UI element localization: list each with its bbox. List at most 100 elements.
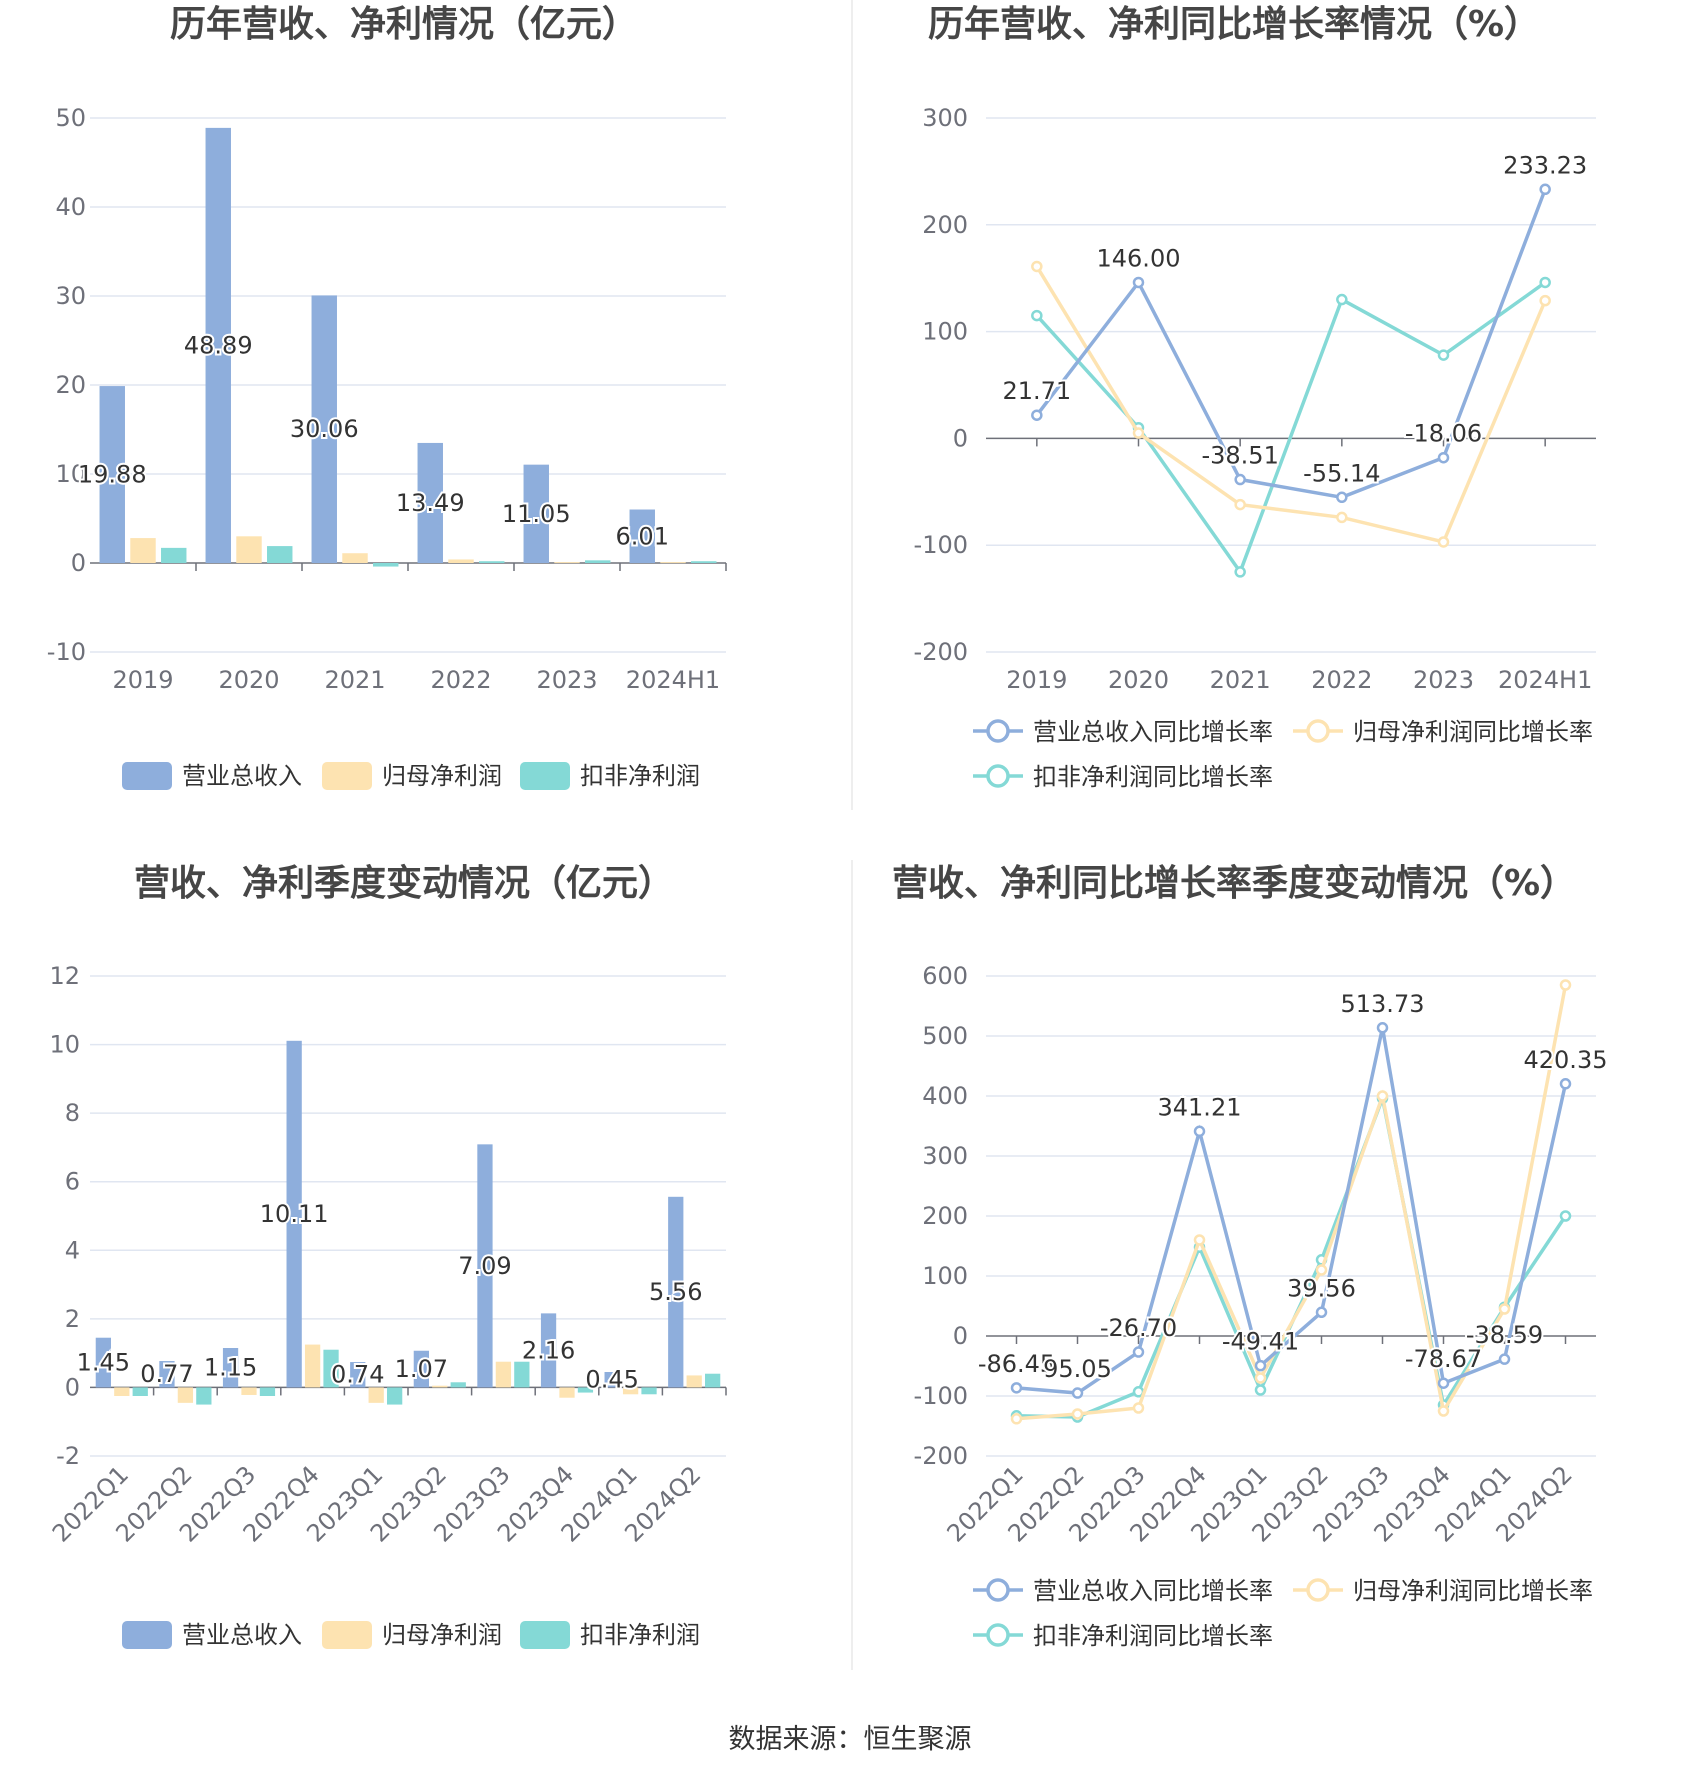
data-label: -38.59 (1466, 1321, 1543, 1349)
x-tick-label: 2019 (112, 666, 173, 694)
data-label: 7.09 (458, 1252, 511, 1280)
y-tick-label: 300 (922, 1142, 968, 1170)
data-point (1010, 1413, 1023, 1425)
bar-net-profit (130, 538, 156, 563)
legend-item: 扣非净利润 (520, 1621, 700, 1649)
legend-swatch (520, 762, 570, 790)
data-label: 0.77 (140, 1360, 193, 1388)
legend-label: 归母净利润 (382, 1621, 502, 1649)
bar-net-profit (686, 1375, 702, 1388)
bar-net-profit (495, 1361, 512, 1388)
data-label: 11.05 (502, 500, 571, 528)
bar-deducted-profit (450, 1382, 466, 1388)
x-tick-label: 2023 (536, 666, 597, 694)
legend-marker (1306, 1578, 1330, 1602)
legend-label: 扣非净利润 (580, 1621, 700, 1649)
bar-revenue (311, 295, 337, 563)
data-point (1437, 536, 1450, 548)
data-point (1539, 294, 1551, 307)
data-point (1132, 276, 1145, 289)
legend-item: 扣非净利润同比增长率 (973, 763, 1273, 791)
y-tick-label: 200 (922, 1202, 968, 1230)
bar-revenue (604, 1372, 620, 1388)
bar-deducted-profit (259, 1387, 276, 1396)
y-tick-label: 0 (953, 424, 968, 452)
x-tick-label: 2022 (1311, 666, 1372, 694)
legend-item: 营业总收入 (122, 1621, 302, 1649)
legend-label: 营业总收入 (182, 1621, 302, 1649)
data-point (1132, 1346, 1145, 1358)
legend-swatch (520, 1621, 570, 1649)
y-tick-label: 30 (55, 282, 86, 310)
data-point (1539, 276, 1551, 289)
x-tick-label: 2020 (1108, 666, 1169, 694)
data-label: 513.73 (1341, 990, 1425, 1018)
y-tick-label: -10 (47, 638, 86, 666)
chart-4: 营收、净利同比增长率季度变动情况（%） -200 -100 0 100 200 300 400… (892, 862, 1610, 1650)
bar-deducted-profit (161, 547, 187, 563)
data-label: 0.74 (331, 1361, 384, 1389)
chart-title: 历年营收、净利情况（亿元） (170, 4, 638, 45)
data-label: 48.89 (184, 331, 253, 359)
y-tick-label: -2 (56, 1442, 80, 1470)
legend-item: 扣非净利润 (520, 762, 700, 790)
legend-label: 营业总收入 (182, 762, 302, 790)
y-tick-label: -100 (914, 1382, 968, 1410)
bar-revenue (286, 1040, 302, 1388)
y-tick-label: 4 (65, 1236, 80, 1264)
legend-marker (986, 719, 1010, 743)
y-tick-label: 0 (65, 1373, 80, 1401)
data-point (1193, 1125, 1206, 1138)
legend-marker (986, 1578, 1010, 1602)
legend-label: 归母净利润 (382, 762, 502, 790)
series-line-net-profit (1016, 984, 1568, 1421)
data-point (1254, 1372, 1267, 1384)
data-label: -55.14 (1303, 459, 1380, 487)
series-line-net-profit (1035, 265, 1547, 545)
bar-net-profit (241, 1387, 257, 1395)
legend-item: 营业总收入同比增长率 (973, 1577, 1273, 1605)
bar-revenue (668, 1196, 684, 1388)
bar-net-profit (177, 1387, 194, 1403)
legend-swatch (122, 762, 172, 790)
data-label: -38.51 (1201, 442, 1278, 470)
data-point (1234, 566, 1246, 578)
x-tick-label: 2019 (1006, 666, 1067, 694)
legend-marker (986, 764, 1010, 788)
x-tick-label: 2021 (324, 666, 385, 694)
legend-label: 营业总收入同比增长率 (1033, 718, 1273, 746)
data-point (1376, 1090, 1389, 1102)
x-tick-label: 2022 (430, 666, 491, 694)
data-label: 21.71 (1002, 377, 1071, 405)
data-label: -26.70 (1100, 1314, 1177, 1342)
bar-deducted-profit (132, 1387, 148, 1396)
data-point (1254, 1359, 1267, 1372)
bar-net-profit (554, 562, 580, 564)
chart-title: 营收、净利同比增长率季度变动情况（%） (892, 862, 1576, 904)
data-label: 0.45 (585, 1366, 638, 1394)
data-label: 1.45 (77, 1349, 130, 1377)
legend-item: 营业总收入同比增长率 (973, 718, 1273, 746)
legend-item: 归母净利润同比增长率 (1293, 718, 1593, 746)
y-tick-label: 400 (922, 1082, 968, 1110)
y-tick-label: -200 (914, 638, 968, 666)
data-label: 1.15 (204, 1354, 257, 1382)
legend-item: 归母净利润 (322, 762, 502, 790)
data-point (1031, 260, 1043, 273)
y-tick-label: 500 (922, 1022, 968, 1050)
bar-revenue (413, 1350, 429, 1388)
y-tick-label: 200 (922, 211, 968, 239)
bar-deducted-profit (585, 560, 611, 563)
series-line-revenue (1035, 188, 1547, 500)
y-tick-label: 6 (65, 1168, 80, 1196)
bar-net-profit (432, 1385, 448, 1388)
data-label: 6.01 (616, 522, 669, 550)
legend-swatch (322, 762, 372, 790)
data-label: 1.07 (395, 1355, 448, 1383)
data-label: 39.56 (1287, 1274, 1356, 1302)
chart-2: 历年营收、净利同比增长率情况（%） -200 -100 0 100 200 300 2019 2… (914, 4, 1596, 791)
bar-deducted-profit (373, 563, 399, 567)
data-point (1254, 1384, 1267, 1396)
